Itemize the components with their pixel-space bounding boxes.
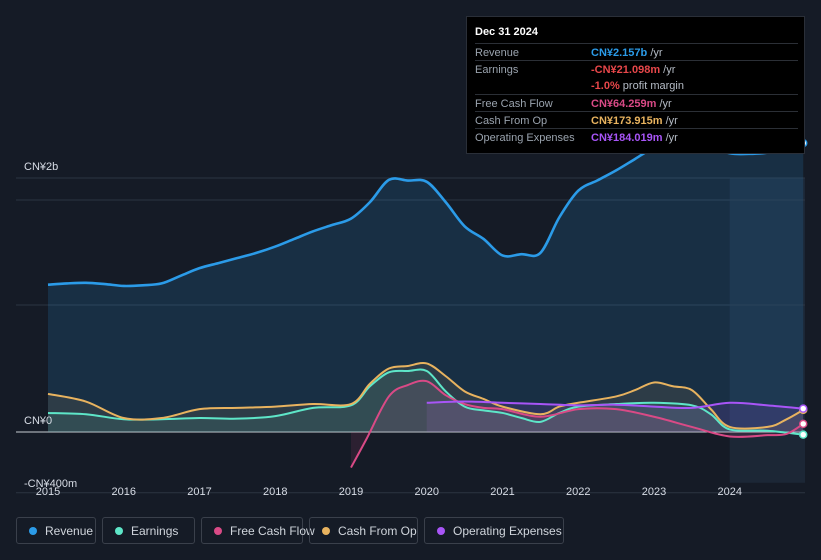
x-tick-label: 2015 — [36, 486, 60, 498]
tooltip-row: Operating Expenses CN¥184.019m /yr — [475, 128, 798, 146]
tooltip-row-unit: profit margin — [619, 80, 684, 92]
tooltip-row-value: CN¥184.019m /yr — [591, 132, 678, 144]
x-tick-label: 2023 — [642, 486, 666, 498]
tooltip-row-label: Revenue — [475, 47, 520, 59]
series-line-free-cash-flow[interactable] — [350, 379, 804, 469]
tooltip-row: -1.0% profit margin — [475, 77, 798, 94]
y-axis-label: -CN¥400m — [24, 478, 77, 490]
tooltip-row-label: Earnings — [475, 64, 519, 76]
legend-dot-icon — [214, 527, 222, 535]
legend-item-free-cash-flow[interactable]: Free Cash Flow — [201, 517, 315, 544]
x-tick-label: 2019 — [339, 486, 363, 498]
tooltip-row-unit: /yr — [660, 64, 676, 76]
series-area-earnings — [48, 369, 804, 435]
tooltip-row-value: CN¥173.915m /yr — [591, 115, 678, 127]
x-tick-label: 2020 — [415, 486, 439, 498]
legend-label: Revenue — [45, 524, 94, 538]
legend-dot-icon — [29, 527, 37, 535]
legend-dot-icon — [115, 527, 123, 535]
series-end-marker — [798, 419, 808, 429]
series-end-marker — [798, 404, 808, 413]
tooltip-row-value: CN¥64.259m /yr — [591, 98, 672, 110]
x-tick-label: 2024 — [718, 486, 742, 498]
tooltip-row-label: Free Cash Flow — [475, 98, 553, 110]
x-tick-label: 2021 — [490, 486, 514, 498]
tooltip-row-value: -CN¥21.098m /yr — [591, 64, 676, 76]
legend-label: Cash From Op — [338, 524, 417, 538]
tooltip-row-label: Operating Expenses — [475, 132, 575, 144]
series-area-operating-expenses — [426, 401, 804, 432]
series-area-revenue — [48, 137, 804, 433]
y-axis-label: CN¥0 — [24, 415, 52, 427]
tooltip: Dec 31 2024 Revenue CN¥2.157b /yr Earnings… — [466, 16, 805, 154]
legend-label: Operating Expenses — [453, 524, 562, 538]
legend-item-operating-expenses[interactable]: Operating Expenses — [424, 517, 564, 544]
x-tick-label: 2022 — [566, 486, 590, 498]
tooltip-row-label: Cash From Op — [475, 115, 548, 127]
tooltip-date: Dec 31 2024 — [475, 26, 538, 38]
tooltip-row: Cash From Op CN¥173.915m /yr — [475, 111, 798, 129]
tooltip-row-unit: /yr — [647, 47, 663, 59]
tooltip-row: Revenue CN¥2.157b /yr — [475, 43, 798, 61]
legend-item-cash-from-op[interactable]: Cash From Op — [309, 517, 418, 544]
legend-dot-icon — [437, 527, 445, 535]
legend-item-earnings[interactable]: Earnings — [102, 517, 195, 544]
tooltip-row-value: -1.0% profit margin — [591, 80, 684, 92]
series-end-marker — [798, 430, 808, 439]
legend-dot-icon — [322, 527, 330, 535]
series-line-cash-from-op[interactable] — [47, 361, 804, 430]
x-tick-label: 2018 — [263, 486, 287, 498]
y-axis-label: CN¥2b — [24, 161, 58, 173]
tooltip-row-unit: /yr — [662, 132, 678, 144]
tooltip-row-value: CN¥2.157b /yr — [591, 47, 663, 59]
series-area-free-cash-flow — [351, 380, 804, 468]
tooltip-row: Free Cash Flow CN¥64.259m /yr — [475, 94, 798, 112]
tooltip-row: Earnings -CN¥21.098m /yr — [475, 60, 798, 78]
legend-label: Earnings — [131, 524, 179, 538]
x-tick-label: 2016 — [112, 486, 136, 498]
legend-label: Free Cash Flow — [230, 524, 315, 538]
series-area-cash-from-op — [48, 362, 804, 432]
series-line-operating-expenses[interactable] — [426, 400, 804, 410]
tooltip-row-unit: /yr — [662, 115, 678, 127]
legend-item-revenue[interactable]: Revenue — [16, 517, 96, 544]
x-tick-label: 2017 — [187, 486, 211, 498]
tooltip-row-unit: /yr — [656, 98, 672, 110]
